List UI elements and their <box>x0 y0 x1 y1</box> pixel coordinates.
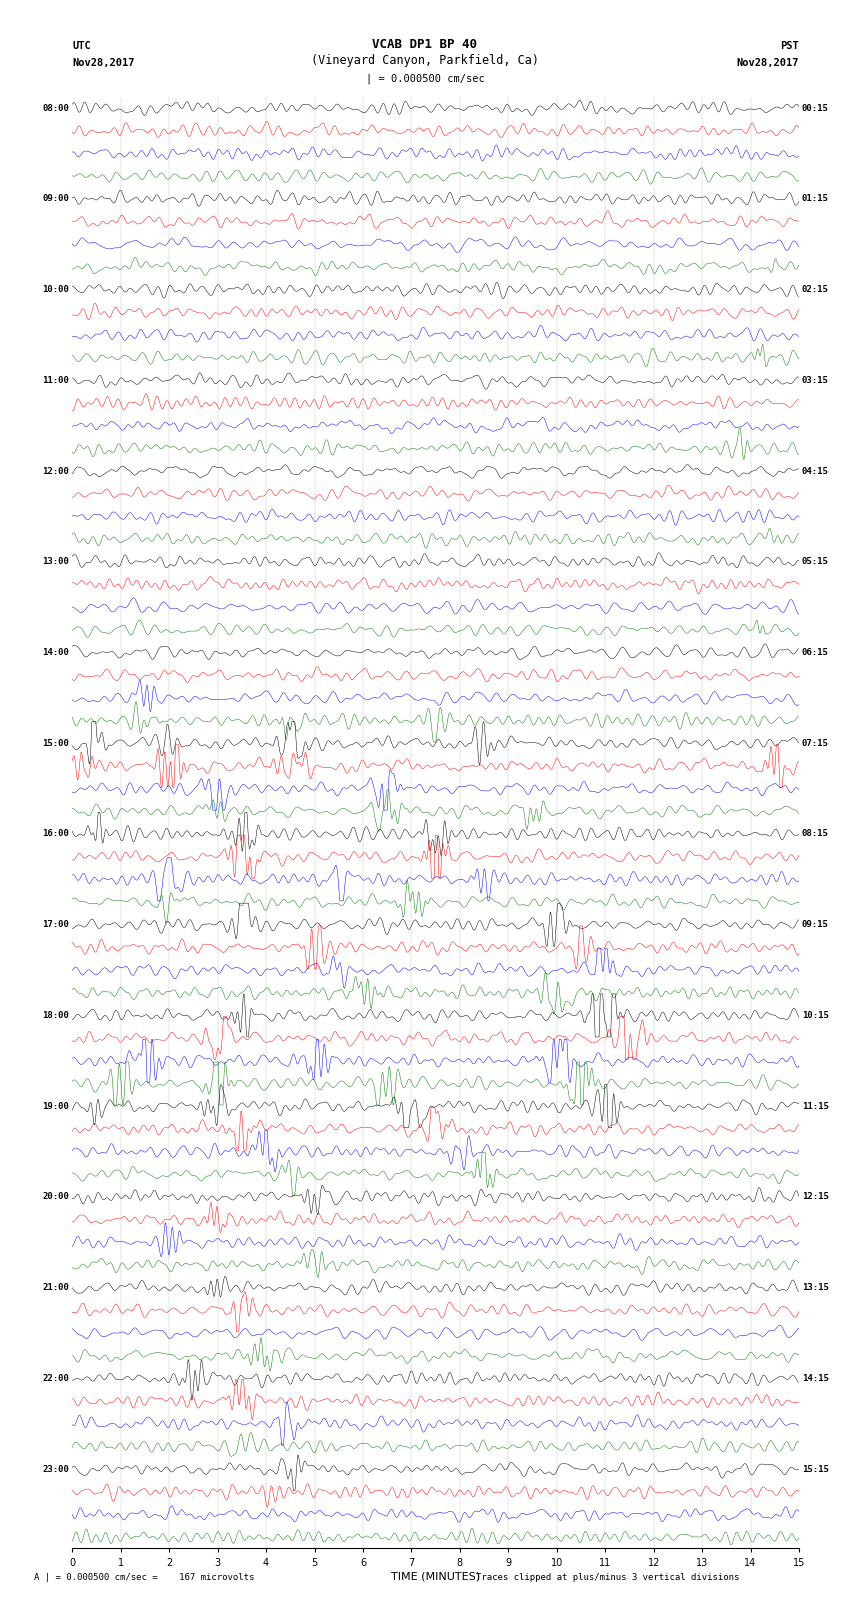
Text: 02:15: 02:15 <box>802 286 829 294</box>
Text: 18:00: 18:00 <box>42 1011 70 1019</box>
Text: 07:15: 07:15 <box>802 739 829 748</box>
Text: 23:00: 23:00 <box>42 1465 70 1474</box>
Text: 06:15: 06:15 <box>802 648 829 656</box>
Text: A | = 0.000500 cm/sec =    167 microvolts: A | = 0.000500 cm/sec = 167 microvolts <box>34 1573 254 1582</box>
Text: 19:00: 19:00 <box>42 1102 70 1111</box>
Text: 15:15: 15:15 <box>802 1465 829 1474</box>
Text: 10:00: 10:00 <box>42 286 70 294</box>
Text: 15:00: 15:00 <box>42 739 70 748</box>
Text: 13:15: 13:15 <box>802 1282 829 1292</box>
Text: 00:15: 00:15 <box>802 103 829 113</box>
Text: 11:15: 11:15 <box>802 1102 829 1111</box>
Text: 12:00: 12:00 <box>42 466 70 476</box>
Text: 05:15: 05:15 <box>802 556 829 566</box>
Text: 14:00: 14:00 <box>42 648 70 656</box>
Text: | = 0.000500 cm/sec: | = 0.000500 cm/sec <box>366 73 484 84</box>
Text: 14:15: 14:15 <box>802 1374 829 1382</box>
Text: 20:00: 20:00 <box>42 1192 70 1202</box>
Text: 11:00: 11:00 <box>42 376 70 386</box>
Text: 21:00: 21:00 <box>42 1282 70 1292</box>
Text: (Vineyard Canyon, Parkfield, Ca): (Vineyard Canyon, Parkfield, Ca) <box>311 53 539 66</box>
Text: Nov28,2017: Nov28,2017 <box>736 58 799 68</box>
Text: Nov28,2017: Nov28,2017 <box>72 58 135 68</box>
Text: 22:00: 22:00 <box>42 1374 70 1382</box>
Text: 12:15: 12:15 <box>802 1192 829 1202</box>
Text: 09:15: 09:15 <box>802 919 829 929</box>
Text: 08:00: 08:00 <box>42 103 70 113</box>
Text: 03:15: 03:15 <box>802 376 829 386</box>
Text: 10:15: 10:15 <box>802 1011 829 1019</box>
Text: PST: PST <box>780 40 799 50</box>
Text: 16:00: 16:00 <box>42 829 70 839</box>
Text: 08:15: 08:15 <box>802 829 829 839</box>
Text: 04:15: 04:15 <box>802 466 829 476</box>
Text: 17:00: 17:00 <box>42 919 70 929</box>
Text: Traces clipped at plus/minus 3 vertical divisions: Traces clipped at plus/minus 3 vertical … <box>476 1573 740 1582</box>
X-axis label: TIME (MINUTES): TIME (MINUTES) <box>391 1571 480 1582</box>
Text: 01:15: 01:15 <box>802 194 829 203</box>
Text: VCAB DP1 BP 40: VCAB DP1 BP 40 <box>372 37 478 50</box>
Text: 13:00: 13:00 <box>42 556 70 566</box>
Text: 09:00: 09:00 <box>42 194 70 203</box>
Text: UTC: UTC <box>72 40 91 50</box>
